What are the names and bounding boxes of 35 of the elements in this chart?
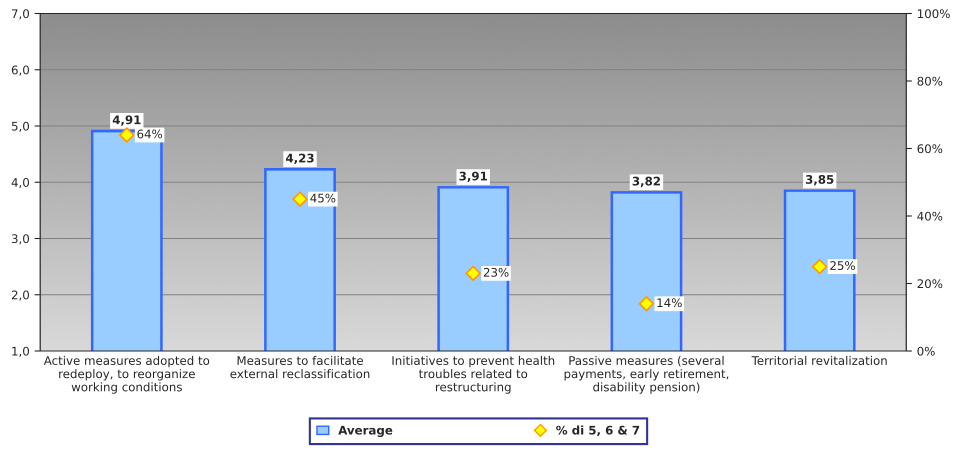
data-label: 3,82 [632, 176, 660, 188]
point [119, 127, 135, 143]
data-label: 23% [484, 268, 509, 277]
data-label: 3,85 [806, 174, 834, 186]
x-tick-label: Initiatives to prevent health troubles related to restructuring [392, 356, 554, 394]
data-label: 64% [137, 129, 162, 138]
y-tick-label: 4,0 [12, 178, 29, 188]
data-label: 3,91 [459, 172, 487, 182]
x-tick-label: Passive measures (several payments, early retirement, disability pension) [564, 356, 728, 394]
point [292, 191, 308, 207]
data-label: 14% [657, 298, 682, 308]
data-label: 25% [830, 261, 855, 270]
x-tick-label: Active measures adopted to redeploy, to reorganize working conditions [44, 356, 210, 394]
y2-tick-label: 0% [917, 346, 935, 356]
y-tick-label: 3,0 [12, 234, 29, 244]
legend-label: % di 5, 6 & 7 [556, 425, 640, 436]
y-tick-label: 6,0 [12, 65, 29, 76]
point [812, 258, 828, 274]
y2-tick-label: 40% [917, 212, 942, 221]
point [638, 296, 654, 312]
y-tick-label: 2,0 [12, 290, 29, 301]
y2-tick-label: 20% [918, 279, 942, 288]
y-tick-label: 5,0 [12, 122, 29, 132]
y2-tick-label: 60% [918, 144, 942, 154]
y2-tick-label: 100% [918, 9, 950, 18]
x-tick-label: Territorial revitalization [752, 356, 887, 365]
x-tick-label: Measures to facilitate external reclassification [230, 356, 370, 378]
y2-tick-label: 80% [917, 76, 942, 86]
data-label: 4,91 [112, 115, 141, 126]
y-tick-label: 7,0 [12, 9, 29, 20]
data-label: 4,23 [286, 154, 314, 164]
y-tick-label: 1,0 [12, 346, 29, 357]
legend-label: Average [338, 426, 392, 438]
data-label: 45% [310, 194, 336, 203]
point [466, 266, 481, 282]
